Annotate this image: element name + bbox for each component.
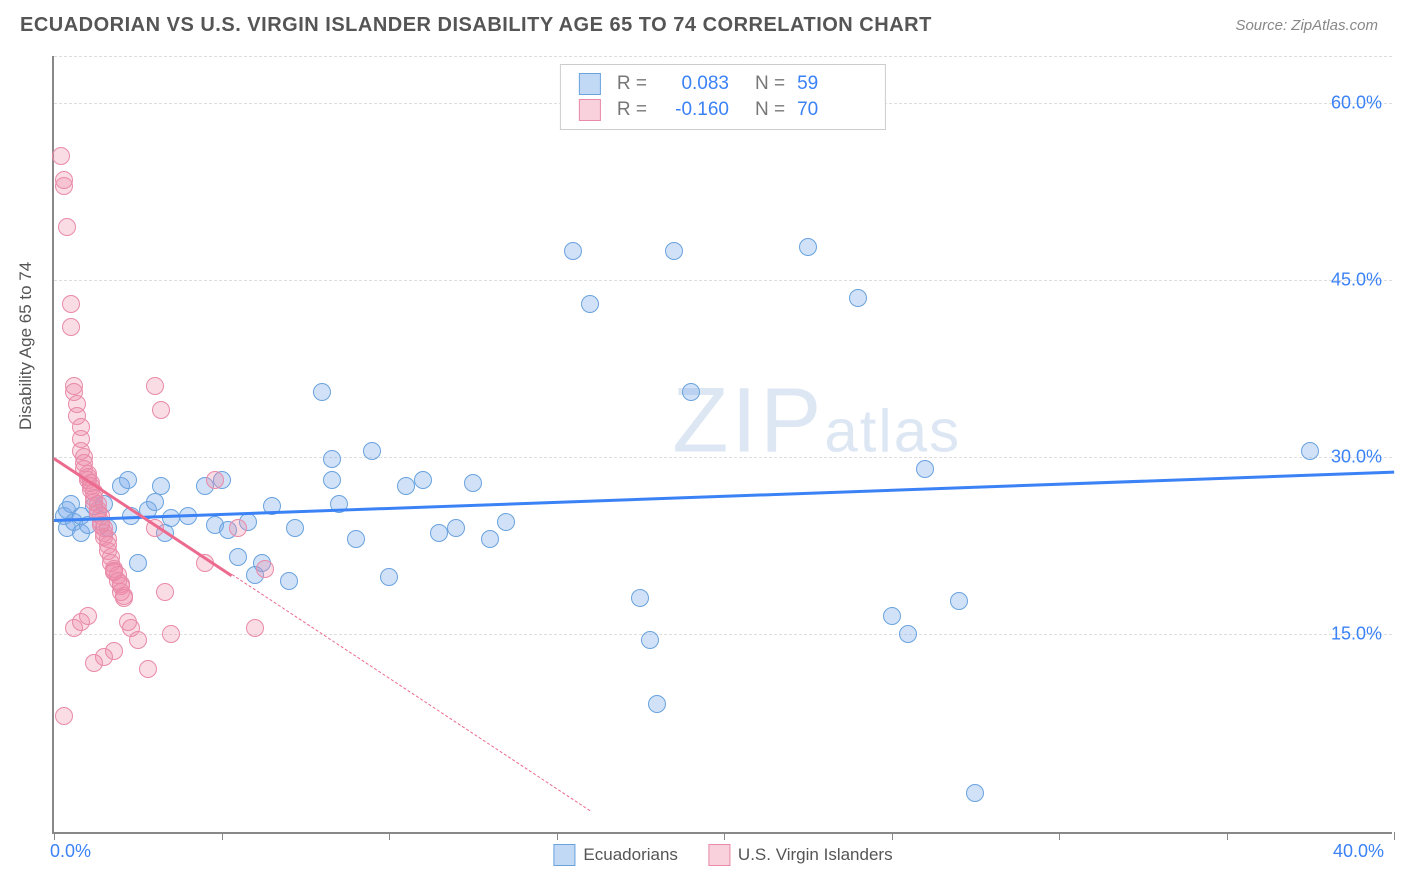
data-point-ecuadorians xyxy=(447,519,465,537)
data-point-ecuadorians xyxy=(280,572,298,590)
y-axis-label: Disability Age 65 to 74 xyxy=(16,262,36,430)
data-point-ecuadorians xyxy=(916,460,934,478)
swatch-icon xyxy=(708,844,730,866)
data-point-usvi xyxy=(246,619,264,637)
data-point-ecuadorians xyxy=(347,530,365,548)
data-point-ecuadorians xyxy=(363,442,381,460)
data-point-usvi xyxy=(229,519,247,537)
y-tick-label: 15.0% xyxy=(1331,623,1382,644)
data-point-usvi xyxy=(105,642,123,660)
x-tick xyxy=(54,832,55,840)
data-point-usvi xyxy=(146,377,164,395)
chart-title: ECUADORIAN VS U.S. VIRGIN ISLANDER DISAB… xyxy=(20,14,932,37)
data-point-ecuadorians xyxy=(229,548,247,566)
data-point-ecuadorians xyxy=(966,784,984,802)
data-point-usvi xyxy=(58,218,76,236)
data-point-ecuadorians xyxy=(323,450,341,468)
x-tick xyxy=(1227,832,1228,840)
x-tick xyxy=(222,832,223,840)
data-point-usvi xyxy=(156,583,174,601)
swatch-icon xyxy=(553,844,575,866)
data-point-ecuadorians xyxy=(146,493,164,511)
stats-row-usvi: R = -0.160 N = 70 xyxy=(579,97,867,123)
data-point-ecuadorians xyxy=(286,519,304,537)
stats-row-ecuadorians: R = 0.083 N = 59 xyxy=(579,71,867,97)
data-point-ecuadorians xyxy=(464,474,482,492)
data-point-usvi xyxy=(139,660,157,678)
source-attribution: Source: ZipAtlas.com xyxy=(1235,17,1378,34)
data-point-ecuadorians xyxy=(648,695,666,713)
x-tick xyxy=(557,832,558,840)
trend-line xyxy=(231,574,590,811)
data-point-usvi xyxy=(55,171,73,189)
data-point-ecuadorians xyxy=(430,524,448,542)
data-point-ecuadorians xyxy=(581,295,599,313)
watermark: ZIPatlas xyxy=(672,368,961,473)
data-point-usvi xyxy=(129,631,147,649)
data-point-usvi xyxy=(79,607,97,625)
x-tick-label: 40.0% xyxy=(1333,841,1384,862)
data-point-ecuadorians xyxy=(564,242,582,260)
data-point-ecuadorians xyxy=(129,554,147,572)
x-tick xyxy=(892,832,893,840)
data-point-ecuadorians xyxy=(682,383,700,401)
legend: Ecuadorians U.S. Virgin Islanders xyxy=(553,844,892,866)
data-point-ecuadorians xyxy=(631,589,649,607)
scatter-plot: ZIPatlas R = 0.083 N = 59 R = -0.160 N =… xyxy=(52,56,1392,834)
data-point-usvi xyxy=(52,147,70,165)
legend-label: U.S. Virgin Islanders xyxy=(738,845,893,865)
data-point-ecuadorians xyxy=(397,477,415,495)
data-point-ecuadorians xyxy=(849,289,867,307)
data-point-ecuadorians xyxy=(323,471,341,489)
y-tick-label: 45.0% xyxy=(1331,269,1382,290)
data-point-ecuadorians xyxy=(799,238,817,256)
data-point-ecuadorians xyxy=(497,513,515,531)
data-point-ecuadorians xyxy=(313,383,331,401)
gridline xyxy=(54,280,1392,281)
swatch-icon xyxy=(579,99,601,121)
data-point-usvi xyxy=(152,401,170,419)
gridline xyxy=(54,56,1392,57)
trend-line xyxy=(54,471,1394,522)
data-point-usvi xyxy=(55,707,73,725)
correlation-stats-box: R = 0.083 N = 59 R = -0.160 N = 70 xyxy=(560,64,886,130)
x-tick xyxy=(1059,832,1060,840)
data-point-usvi xyxy=(206,471,224,489)
x-tick xyxy=(1394,832,1395,840)
data-point-ecuadorians xyxy=(119,471,137,489)
data-point-ecuadorians xyxy=(899,625,917,643)
data-point-ecuadorians xyxy=(414,471,432,489)
y-tick-label: 60.0% xyxy=(1331,93,1382,114)
legend-label: Ecuadorians xyxy=(583,845,678,865)
swatch-icon xyxy=(579,73,601,95)
data-point-usvi xyxy=(62,318,80,336)
x-tick xyxy=(389,832,390,840)
data-point-usvi xyxy=(115,589,133,607)
legend-item-usvi: U.S. Virgin Islanders xyxy=(708,844,893,866)
legend-item-ecuadorians: Ecuadorians xyxy=(553,844,678,866)
data-point-ecuadorians xyxy=(950,592,968,610)
data-point-ecuadorians xyxy=(152,477,170,495)
y-tick-label: 30.0% xyxy=(1331,446,1382,467)
x-tick-label: 0.0% xyxy=(50,841,91,862)
data-point-usvi xyxy=(62,295,80,313)
data-point-ecuadorians xyxy=(641,631,659,649)
data-point-ecuadorians xyxy=(883,607,901,625)
data-point-ecuadorians xyxy=(665,242,683,260)
x-tick xyxy=(724,832,725,840)
data-point-usvi xyxy=(256,560,274,578)
data-point-ecuadorians xyxy=(162,509,180,527)
data-point-ecuadorians xyxy=(380,568,398,586)
data-point-usvi xyxy=(162,625,180,643)
data-point-ecuadorians xyxy=(481,530,499,548)
data-point-ecuadorians xyxy=(1301,442,1319,460)
